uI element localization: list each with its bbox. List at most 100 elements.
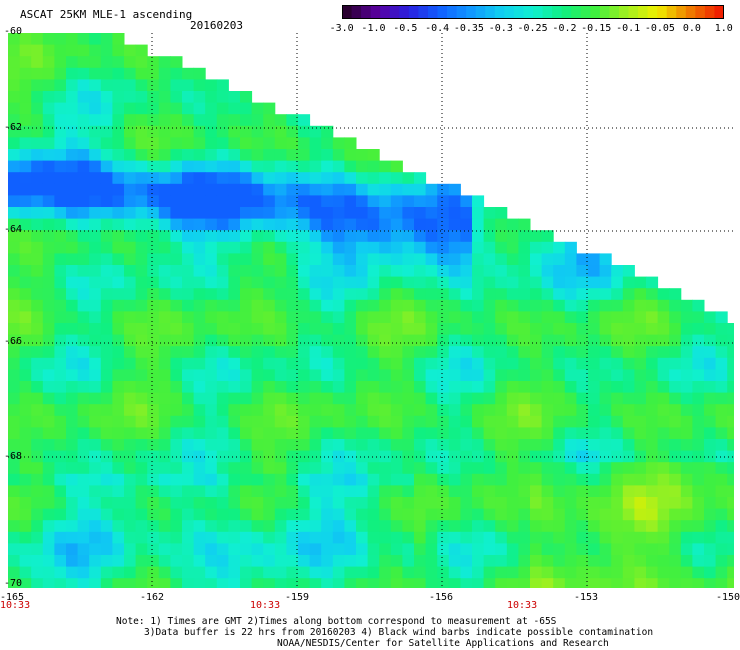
swath-cell	[31, 346, 44, 359]
swath-cell	[448, 578, 461, 588]
swath-cell	[553, 578, 566, 588]
swath-cell	[263, 404, 276, 417]
swath-cell	[286, 346, 299, 359]
swath-cell	[390, 485, 403, 498]
swath-cell	[66, 543, 79, 556]
swath-cell	[414, 172, 427, 185]
swath-cell	[19, 508, 32, 521]
swath-cell	[472, 265, 485, 278]
swath-cell	[286, 195, 299, 208]
swath-cell	[274, 555, 287, 568]
swath-cell	[425, 218, 438, 231]
swath-cell	[286, 183, 299, 196]
swath-cell	[611, 369, 624, 382]
swath-cell	[263, 566, 276, 579]
swath-cell	[205, 265, 218, 278]
swath-cell	[100, 241, 113, 254]
swath-cell	[251, 520, 264, 533]
swath-cell	[31, 485, 44, 498]
swath-cell	[425, 497, 438, 510]
swath-cell	[309, 439, 322, 452]
swath-cell	[704, 346, 717, 359]
swath-cell	[309, 404, 322, 417]
swath-cell	[8, 79, 21, 92]
swath-cell	[135, 91, 148, 104]
swath-cell	[124, 265, 137, 278]
swath-cell	[170, 369, 183, 382]
swath-cell	[124, 288, 137, 301]
swath-cell	[205, 346, 218, 359]
swath-cell	[66, 520, 79, 533]
swath-cell	[414, 392, 427, 405]
color-bar-segment	[618, 5, 630, 19]
color-bar-segment	[638, 5, 649, 19]
swath-cell	[19, 462, 32, 475]
swath-cell	[31, 381, 44, 394]
swath-cell	[31, 508, 44, 521]
swath-cell	[669, 311, 682, 324]
color-bar-segment	[552, 5, 563, 19]
swath-cell	[193, 230, 206, 243]
swath-cell	[19, 520, 32, 533]
swath-cell	[495, 520, 508, 533]
swath-cell	[634, 334, 647, 347]
swath-cell	[553, 357, 566, 370]
swath-cell	[54, 508, 67, 521]
swath-cell	[182, 91, 195, 104]
swath-cell	[263, 253, 276, 266]
swath-cell	[42, 56, 55, 69]
swath-cell	[344, 427, 357, 440]
color-bar-tick: -0.3	[488, 23, 513, 34]
swath-cell	[286, 485, 299, 498]
swath-cell	[31, 404, 44, 417]
swath-cell	[228, 404, 241, 417]
swath-cell	[182, 520, 195, 533]
swath-cell	[425, 462, 438, 475]
swath-cell	[680, 531, 693, 544]
swath-cell	[472, 253, 485, 266]
swath-cell	[205, 241, 218, 254]
swath-cell	[379, 520, 392, 533]
swath-cell	[704, 485, 717, 498]
swath-cell	[530, 299, 543, 312]
swath-cell	[669, 531, 682, 544]
swath-cell	[472, 427, 485, 440]
swath-cell	[518, 404, 531, 417]
swath-cell	[66, 392, 79, 405]
swath-cell	[240, 276, 253, 289]
swath-cell	[158, 265, 171, 278]
swath-cell	[472, 497, 485, 510]
swath-cell	[599, 369, 612, 382]
swath-cell	[564, 381, 577, 394]
swath-cell	[205, 520, 218, 533]
swath-cell	[321, 520, 334, 533]
swath-cell	[147, 299, 160, 312]
swath-cell	[356, 195, 369, 208]
swath-cell	[135, 56, 148, 69]
swath-cell	[205, 253, 218, 266]
swath-cell	[193, 323, 206, 336]
swath-cell	[518, 265, 531, 278]
swath-cell	[205, 357, 218, 370]
swath-cell	[495, 462, 508, 475]
swath-cell	[42, 566, 55, 579]
swath-cell	[8, 276, 21, 289]
swath-cell	[240, 207, 253, 220]
swath-cell	[541, 578, 554, 588]
swath-cell	[495, 508, 508, 521]
swath-cell	[170, 102, 183, 115]
swath-cell	[251, 404, 264, 417]
swath-cell	[483, 566, 496, 579]
swath-cell	[216, 160, 229, 173]
swath-cell	[657, 334, 670, 347]
swath-cell	[472, 543, 485, 556]
swath-cell	[135, 508, 148, 521]
swath-cell	[240, 404, 253, 417]
swath-cell	[390, 566, 403, 579]
swath-cell	[286, 299, 299, 312]
swath-cell	[77, 149, 90, 162]
swath-cell	[147, 531, 160, 544]
swath-cell	[344, 172, 357, 185]
swath-cell	[576, 439, 589, 452]
swath-cell	[437, 265, 450, 278]
